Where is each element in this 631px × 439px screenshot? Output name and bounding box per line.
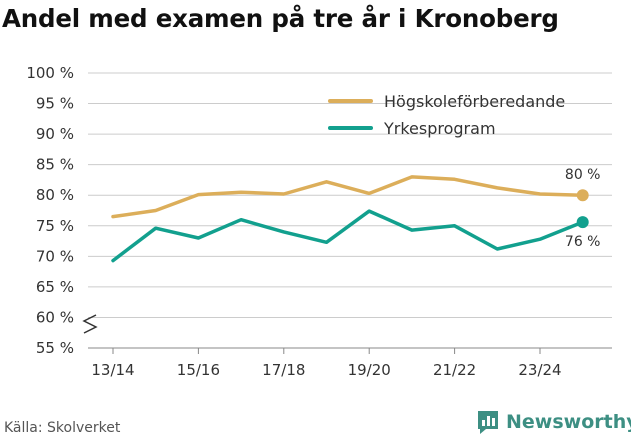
series-end-point [576, 216, 589, 229]
x-tick-label: 21/22 [433, 361, 476, 379]
y-tick-label: 75 % [36, 217, 74, 235]
y-tick-label: 65 % [36, 278, 74, 296]
y-axis-ticks: 55 % 60 % 65 % 70 % 75 % 80 % 85 % 90 % 95 % 100 … [26, 64, 74, 357]
x-tick-label: 13/14 [91, 361, 134, 379]
series-line [111, 175, 585, 219]
series-group: 80 % 76 % [111, 167, 601, 263]
y-tick-label: 90 % [36, 125, 74, 143]
series-end-label: 80 % [565, 167, 601, 183]
y-tick-label: 80 % [36, 186, 74, 204]
y-tick-label: 60 % [36, 308, 74, 326]
x-tick-label: 19/20 [348, 361, 391, 379]
series-end-label: 76 % [565, 234, 601, 250]
x-tick-label: 17/18 [262, 361, 305, 379]
legend: Högskoleförberedande Yrkesprogram [328, 92, 565, 138]
y-tick-label: 85 % [36, 156, 74, 174]
y-tick-label: 95 % [36, 95, 74, 113]
brand-logo: Newsworthy [476, 409, 631, 435]
legend-label: Yrkesprogram [383, 119, 496, 138]
x-tick-label: 23/24 [518, 361, 561, 379]
series-line [111, 209, 585, 263]
x-tick-label: 15/16 [177, 361, 220, 379]
x-axis-ticks: 13/14 15/16 17/18 19/20 21/22 23/24 [91, 348, 562, 379]
legend-label: Högskoleförberedande [384, 92, 565, 111]
y-tick-label: 55 % [36, 339, 74, 357]
y-axis-break-icon [82, 314, 98, 334]
series-end-point [576, 189, 589, 202]
gridlines [88, 72, 612, 349]
newsworthy-logo-icon [478, 411, 498, 434]
y-tick-label: 70 % [36, 247, 74, 265]
source-note: Källa: Skolverket [4, 420, 121, 436]
chart-title: Andel med examen på tre år i Kronoberg [2, 4, 559, 33]
brand-name: Newsworthy [506, 411, 631, 433]
y-tick-label: 100 % [26, 64, 74, 82]
